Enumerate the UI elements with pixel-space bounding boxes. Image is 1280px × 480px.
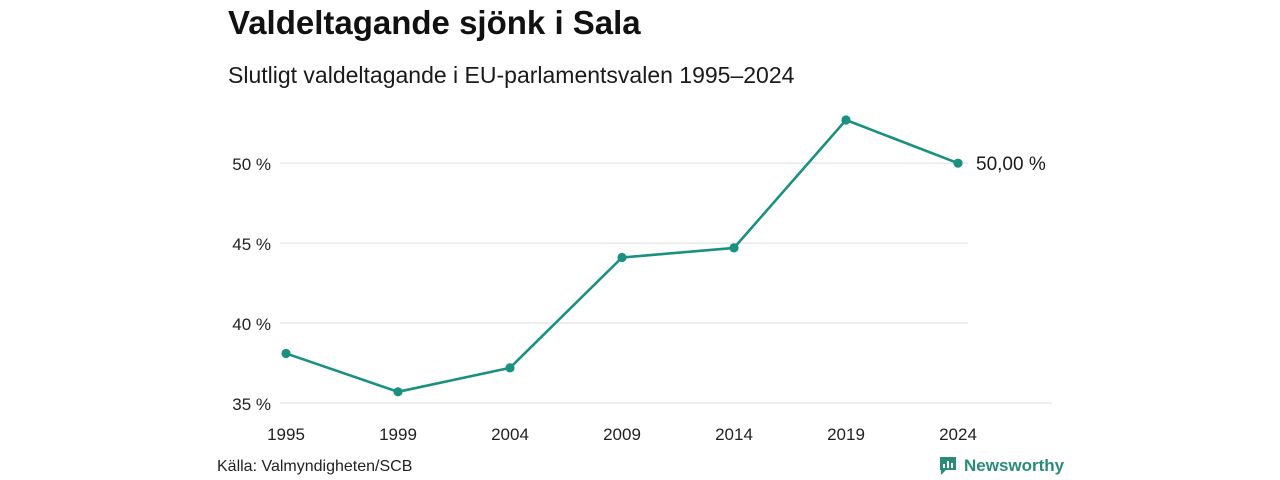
data-point (841, 115, 851, 125)
y-tick-label: 40 % (232, 315, 271, 334)
x-tick-label: 2004 (491, 425, 529, 444)
data-point (281, 348, 291, 359)
newsworthy-logo-icon (940, 457, 956, 475)
x-tick-label: 1999 (379, 425, 417, 444)
data-point (393, 387, 403, 397)
x-tick-label: 2014 (715, 425, 753, 444)
data-labels: 50,00 % (976, 154, 1046, 175)
end-value-label: 50,00 % (976, 154, 1046, 175)
x-tick-label: 2019 (827, 425, 865, 444)
data-points (281, 115, 963, 397)
x-axis-tick-labels: 1995 1999 2004 2009 2014 2019 2024 (267, 425, 977, 444)
data-point (729, 243, 739, 253)
y-tick-label: 45 % (232, 235, 271, 254)
chart-subtitle: Slutligt valdeltagande i EU-parlamentsva… (228, 62, 795, 88)
y-tick-label: 35 % (232, 395, 271, 414)
brand-name: Newsworthy (964, 456, 1065, 475)
y-tick-label: 50 % (232, 155, 271, 174)
data-point (505, 363, 515, 373)
x-tick-label: 2024 (939, 425, 977, 444)
y-axis-tick-labels: 35 % 40 % 45 % 50 % (232, 155, 271, 414)
data-point (617, 252, 627, 263)
source-note: Källa: Valmyndigheten/SCB (217, 458, 413, 475)
gridlines (280, 162, 1052, 404)
data-point (953, 158, 963, 168)
chart-title: Valdeltagande sjönk i Sala (228, 4, 641, 41)
x-tick-label: 2009 (603, 425, 641, 444)
x-tick-label: 1995 (267, 425, 305, 444)
newsworthy-logo: Newsworthy (938, 455, 1064, 477)
